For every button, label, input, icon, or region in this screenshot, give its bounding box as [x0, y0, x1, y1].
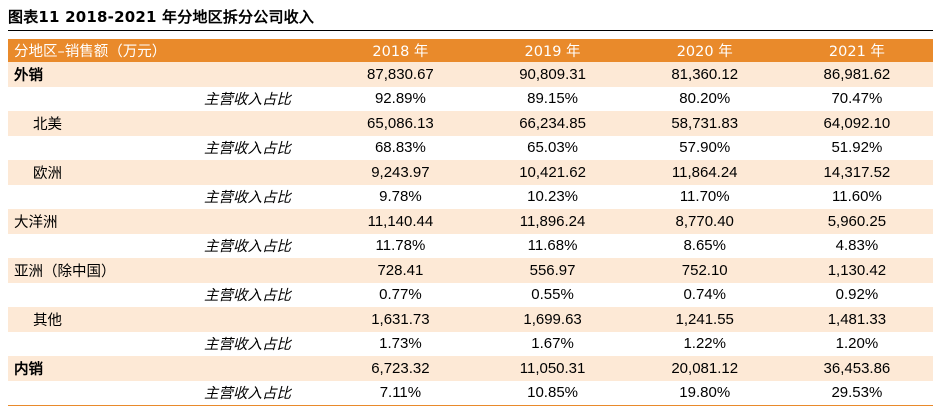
- table-cell-value: 29.53%: [780, 380, 933, 406]
- table-cell-value: 1,481.33: [827, 310, 887, 328]
- table-cell-value: 5,960.25: [827, 212, 887, 230]
- table-cell-value: 19.80%: [628, 380, 781, 406]
- table-cell-value: 86,981.62: [823, 65, 891, 83]
- table-row: 亚洲（除中国） 728.41 556.97 752.10 1,130.42: [8, 258, 933, 283]
- share-label: 主营收入占比: [204, 337, 291, 354]
- table-cell-value: 11.70%: [679, 188, 730, 206]
- table-row: 内销 6,723.32 11,050.31 20,081.12 36,453.86: [8, 356, 933, 381]
- table-row: 其他 1,631.73 1,699.63 1,241.55 1,481.33: [8, 307, 933, 332]
- table-cell-value: 0.55%: [531, 286, 574, 304]
- table-cell-value: 92.89%: [374, 90, 426, 108]
- table-cell-value: 1,631.73: [371, 310, 430, 328]
- table-row: 主营收入占比 92.89% 89.15% 80.20% 70.47%: [8, 87, 933, 112]
- table-cell-value: 11.78%: [375, 237, 426, 255]
- table-cell-value: 728.41: [377, 261, 424, 279]
- table-cell-value: 81,360.12: [671, 65, 739, 83]
- table-cell-value: 0.92%: [835, 286, 879, 304]
- table-cell-value: 11.68%: [527, 237, 578, 255]
- table-cell-value: 20,081.12: [671, 359, 739, 377]
- table-cell-value: 1,241.55: [675, 310, 734, 328]
- table-cell-value: 556.97: [529, 261, 576, 279]
- region-label: 其他: [33, 312, 62, 329]
- figure-caption: 图表11 2018-2021 年分地区拆分公司收入: [8, 3, 933, 31]
- header-year-2020: 2020 年: [676, 44, 733, 60]
- table-row: 大洋洲 11,140.44 11,896.24 8,770.40 5,960.25: [8, 209, 933, 234]
- table-cell-value: 68.83%: [374, 139, 426, 157]
- table-cell-value: 90,809.31: [519, 65, 586, 83]
- header-year-2021: 2021 年: [828, 44, 885, 60]
- share-label: 主营收入占比: [8, 380, 325, 406]
- table-cell-value: 0.77%: [379, 286, 422, 304]
- region-label: 内销: [14, 361, 43, 378]
- table-cell-value: 7.11%: [324, 380, 477, 406]
- share-label: 主营收入占比: [204, 92, 291, 109]
- revenue-by-region-table: 分地区–销售额（万元） 2018 年 2019 年 2020 年 2021 年 …: [8, 39, 933, 406]
- table-cell-value: 9,243.97: [371, 163, 430, 181]
- table-header-row: 分地区–销售额（万元） 2018 年 2019 年 2020 年 2021 年: [8, 39, 933, 62]
- table-cell-value: 11,050.31: [519, 359, 586, 377]
- table-cell-value: 1.73%: [379, 335, 422, 353]
- table-cell-value: 1,130.42: [827, 261, 887, 279]
- table-row: 主营收入占比 0.77% 0.55% 0.74% 0.92%: [8, 283, 933, 308]
- header-year-2018: 2018 年: [372, 44, 429, 60]
- table-cell-value: 87,830.67: [367, 65, 434, 83]
- table-cell-value: 11,896.24: [519, 212, 586, 230]
- table-row: 主营收入占比 7.11% 10.85% 19.80% 29.53%: [8, 380, 933, 406]
- table-cell-value: 10,421.62: [519, 163, 586, 181]
- table-cell-value: 10.23%: [527, 188, 578, 206]
- table-cell-value: 70.47%: [831, 90, 883, 108]
- table-cell-value: 1.67%: [531, 335, 574, 353]
- table-cell-value: 9.78%: [379, 188, 422, 206]
- region-label: 外销: [14, 67, 43, 84]
- table-row: 北美 65,086.13 66,234.85 58,731.83 64,092.10: [8, 111, 933, 136]
- share-label: 主营收入占比: [204, 141, 291, 158]
- table-cell-value: 80.20%: [679, 90, 731, 108]
- table-cell-value: 66,234.85: [519, 114, 586, 132]
- table-cell-value: 57.90%: [679, 139, 731, 157]
- table-cell-value: 752.10: [681, 261, 728, 279]
- table-cell-value: 1.22%: [683, 335, 726, 353]
- table-cell-value: 51.92%: [831, 139, 883, 157]
- region-label: 亚洲（除中国）: [14, 263, 116, 280]
- table-cell-value: 58,731.83: [671, 114, 739, 132]
- region-label: 大洋洲: [14, 214, 58, 231]
- table-cell-value: 6,723.32: [371, 359, 430, 377]
- table-row: 主营收入占比 68.83% 65.03% 57.90% 51.92%: [8, 136, 933, 161]
- table-cell-value: 8,770.40: [675, 212, 734, 230]
- table-row: 主营收入占比 9.78% 10.23% 11.70% 11.60%: [8, 185, 933, 210]
- table-cell-value: 11.60%: [832, 188, 882, 206]
- figure-title: 图表11 2018-2021 年分地区拆分公司收入: [8, 8, 315, 26]
- table-cell-value: 36,453.86: [823, 359, 891, 377]
- table-row: 欧洲 9,243.97 10,421.62 11,864.24 14,317.52: [8, 160, 933, 185]
- table-cell-value: 14,317.52: [823, 163, 891, 181]
- table-row: 主营收入占比 11.78% 11.68% 8.65% 4.83%: [8, 234, 933, 259]
- table-cell-value: 0.74%: [683, 286, 726, 304]
- region-label: 北美: [33, 116, 62, 133]
- header-year-2019: 2019 年: [524, 44, 581, 60]
- table-cell-value: 4.83%: [835, 237, 879, 255]
- header-region-label: 分地区–销售额（万元）: [14, 44, 167, 60]
- share-label: 主营收入占比: [204, 239, 291, 256]
- table-cell-value: 65.03%: [527, 139, 578, 157]
- table-cell-value: 1,699.63: [523, 310, 582, 328]
- table-cell-value: 64,092.10: [823, 114, 891, 132]
- table-cell-value: 89.15%: [527, 90, 578, 108]
- share-label: 主营收入占比: [204, 190, 291, 207]
- table-cell-value: 65,086.13: [367, 114, 434, 132]
- table-cell-value: 10.85%: [476, 380, 629, 406]
- table-row: 主营收入占比 1.73% 1.67% 1.22% 1.20%: [8, 332, 933, 357]
- share-label: 主营收入占比: [204, 288, 291, 305]
- table-cell-value: 11,864.24: [671, 163, 738, 181]
- table-row: 外销 87,830.67 90,809.31 81,360.12 86,981.62: [8, 62, 933, 87]
- region-label: 欧洲: [33, 165, 62, 182]
- table-cell-value: 1.20%: [835, 335, 879, 353]
- table-cell-value: 11,140.44: [367, 212, 434, 230]
- table-cell-value: 8.65%: [683, 237, 726, 255]
